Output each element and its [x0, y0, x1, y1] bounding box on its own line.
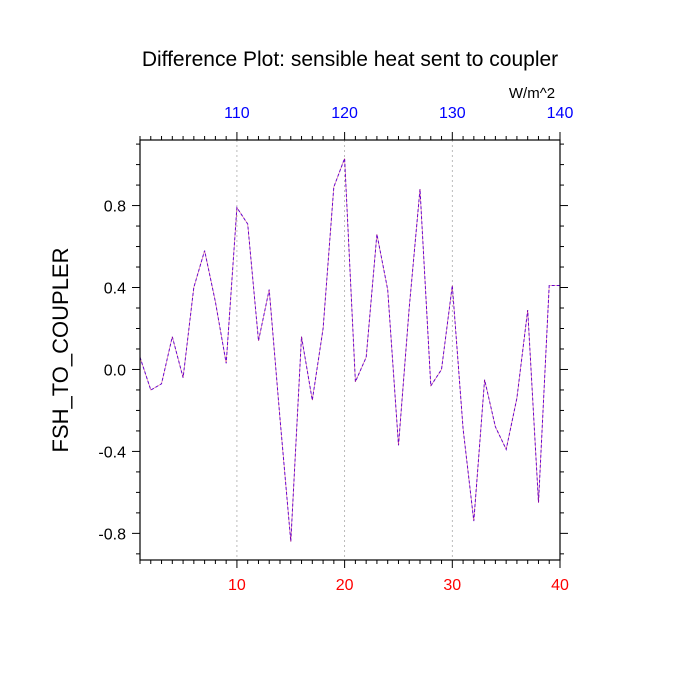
grid-lines — [236, 140, 453, 560]
series-line — [139, 158, 560, 542]
top-tick-label: 110 — [224, 105, 250, 122]
x-tick-label: 20 — [336, 577, 354, 594]
x-tick-label: 10 — [228, 577, 246, 594]
y-axis-label: FSH_TO_COUPLER — [48, 248, 73, 453]
top-axis-units: W/m^2 — [509, 85, 555, 102]
top-tick-label: 140 — [547, 105, 574, 122]
y-tick-label: -0.8 — [98, 526, 126, 543]
top-tick-label: 130 — [439, 105, 466, 122]
y-tick-label: 0.8 — [104, 199, 126, 216]
series-line-overlay — [139, 158, 560, 542]
x-tick-label: 30 — [443, 577, 461, 594]
y-tick-label: -0.4 — [98, 444, 126, 461]
top-tick-label: 120 — [331, 105, 358, 122]
y-tick-label: 0.4 — [104, 281, 126, 298]
data-series — [139, 158, 560, 542]
x-tick-label: 40 — [551, 577, 569, 594]
chart-title: Difference Plot: sensible heat sent to c… — [142, 48, 558, 71]
plot-frame — [139, 139, 561, 561]
axis-ticks: 10 20 30 40 110 120 130 140 -0.8 -0.4 0.0 0.4 0.8 — [98, 105, 573, 594]
y-tick-label: 0.0 — [104, 362, 126, 379]
